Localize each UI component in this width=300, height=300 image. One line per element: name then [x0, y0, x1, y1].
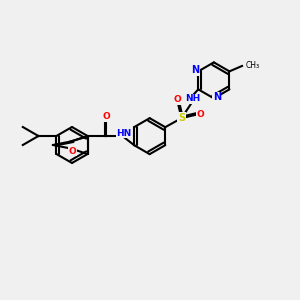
- Text: N: N: [191, 65, 199, 75]
- Text: N: N: [213, 92, 221, 102]
- Text: S: S: [178, 113, 185, 123]
- Text: O: O: [103, 112, 110, 122]
- Text: CH₃: CH₃: [246, 61, 260, 70]
- Text: NH: NH: [184, 94, 200, 103]
- Text: O: O: [197, 110, 205, 119]
- Text: O: O: [69, 147, 76, 156]
- Text: HN: HN: [116, 129, 131, 138]
- Text: O: O: [174, 95, 182, 104]
